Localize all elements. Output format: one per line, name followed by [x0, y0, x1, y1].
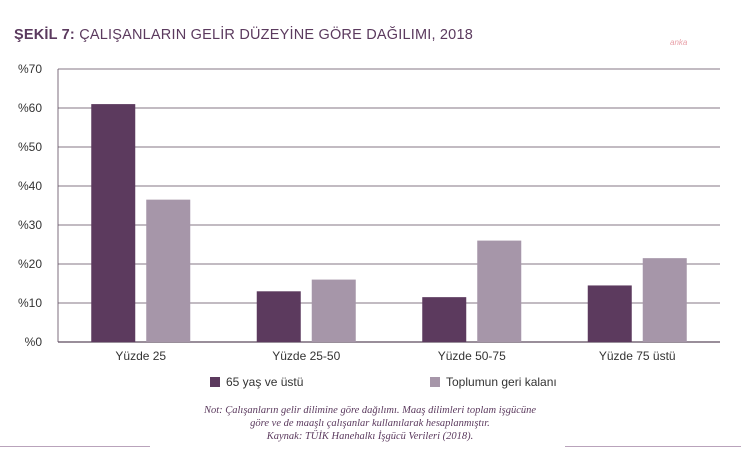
bar-65-plus-0 [91, 104, 136, 342]
bar-rest-2 [477, 240, 522, 342]
x-axis-tick-labels: Yüzde 25 Yüzde 25-50 Yüzde 50-75 Yüzde 75 ü… [115, 349, 675, 363]
note-line-1: Not: Çalışanların gelir dilimine göre da… [203, 405, 537, 416]
bar-65-plus-2 [422, 297, 467, 342]
legend-label-65-plus: 65 yaş ve üstü [226, 375, 304, 389]
chart-title-prefix: ŞEKİL 7: [14, 27, 75, 43]
note-line-3: Kaynak: TÜİK Hanehalkı İşgücü Verileri (… [266, 431, 474, 442]
chart-title: ŞEKİL 7: ÇALIŞANLARIN GELİR DÜZEYİNE GÖR… [14, 27, 473, 43]
watermark-logo: anka [670, 38, 688, 47]
y-axis-tick-labels: %0 %10 %20 %30 %40 %50 %60 %70 [18, 62, 42, 349]
legend-item-65-plus: 65 yaş ve üstü [210, 375, 303, 389]
x-tick-label-2: Yüzde 50-75 [438, 349, 506, 363]
divider-left [0, 446, 150, 447]
note-line-2: göre ve de maaşlı çalışanlar kullanılara… [250, 418, 490, 429]
bar-rest-1 [311, 279, 356, 342]
y-tick-label-20: %20 [18, 257, 42, 271]
bar-65-plus-3 [587, 285, 632, 342]
legend-label-rest: Toplumun geri kalanı [446, 375, 557, 389]
x-tick-label-3: Yüzde 75 üstü [599, 349, 676, 363]
bar-65-plus-1 [256, 291, 301, 342]
chart-title-text: ÇALIŞANLARIN GELİR DÜZEYİNE GÖRE DAĞILIM… [79, 27, 473, 43]
x-tick-label-1: Yüzde 25-50 [272, 349, 340, 363]
legend-item-rest: Toplumun geri kalanı [430, 375, 557, 389]
y-tick-label-40: %40 [18, 179, 42, 193]
y-tick-label-70: %70 [18, 62, 42, 76]
bar-rest-3 [642, 258, 687, 342]
x-tick-label-0: Yüzde 25 [115, 349, 166, 363]
bars [91, 104, 687, 342]
y-tick-label-60: %60 [18, 101, 42, 115]
y-tick-label-0: %0 [25, 335, 43, 349]
source-note: Not: Çalışanların gelir dilimine göre da… [160, 404, 580, 443]
bar-rest-0 [146, 199, 191, 342]
divider-right [565, 446, 741, 447]
y-tick-label-30: %30 [18, 218, 42, 232]
y-tick-label-10: %10 [18, 296, 42, 310]
legend: 65 yaş ve üstü Toplumun geri kalanı [0, 375, 741, 395]
legend-swatch-65-plus [210, 377, 220, 387]
legend-swatch-rest [430, 377, 440, 387]
y-tick-label-50: %50 [18, 140, 42, 154]
